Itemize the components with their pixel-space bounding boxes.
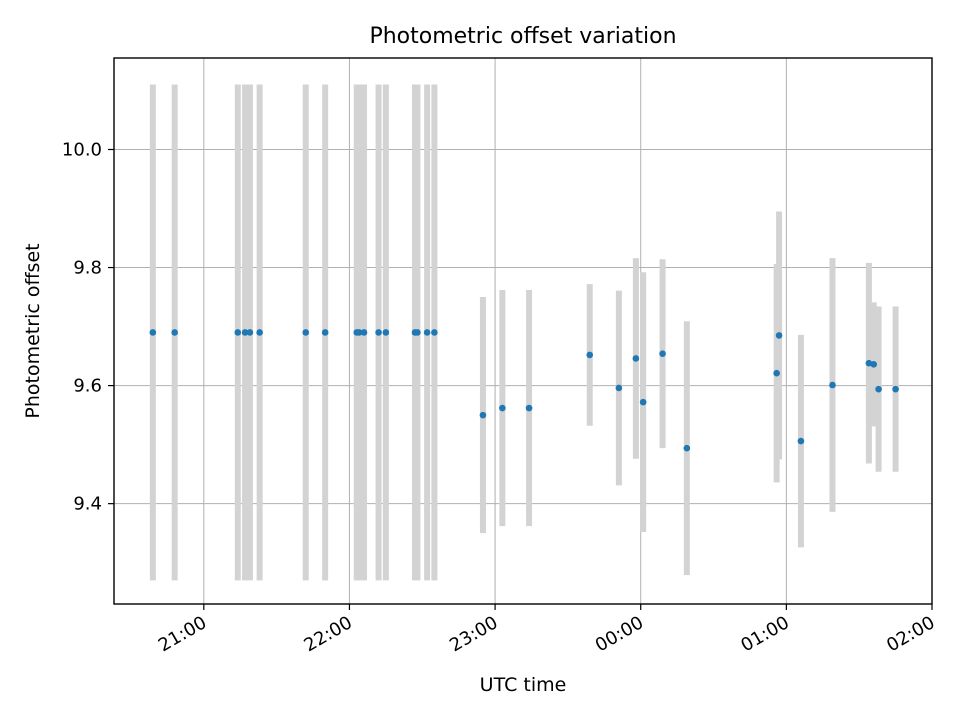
data-point <box>615 384 623 392</box>
data-point <box>639 398 647 406</box>
data-point <box>586 351 594 359</box>
x-tick-label: 01:00 <box>737 612 792 656</box>
data-point <box>797 437 805 445</box>
x-axis-label: UTC time <box>480 674 567 696</box>
plot-frame <box>113 57 933 605</box>
y-tick-label: 9.4 <box>73 494 102 515</box>
data-point <box>773 369 780 377</box>
data-point <box>234 329 242 336</box>
data-point <box>414 329 421 336</box>
data-point <box>355 329 363 336</box>
data-point <box>360 329 368 336</box>
data-point <box>423 329 431 336</box>
data-point <box>775 332 783 339</box>
data-point <box>382 329 390 336</box>
data-point <box>302 329 310 336</box>
data-point <box>870 361 878 368</box>
x-tick-label: 00:00 <box>592 612 647 656</box>
y-axis-label: Photometric offset <box>22 243 44 418</box>
data-point <box>246 329 254 336</box>
data-point <box>479 411 487 419</box>
data-point <box>321 329 329 336</box>
data-point <box>241 329 249 336</box>
data-point <box>171 329 178 336</box>
x-tick-label: 22:00 <box>301 612 356 656</box>
data-points <box>149 329 899 452</box>
data-point <box>149 329 157 336</box>
error-bars <box>149 84 899 581</box>
data-point <box>683 444 691 452</box>
data-point <box>499 404 506 412</box>
y-axis-ticks: 9.4 9.6 9.8 10.0 <box>62 139 114 515</box>
data-point <box>829 381 836 389</box>
data-point <box>659 350 666 358</box>
data-point <box>892 385 899 393</box>
x-tick-label: 02:00 <box>883 612 938 656</box>
x-tick-label: 21:00 <box>155 612 210 656</box>
y-tick-label: 10.0 <box>62 139 102 160</box>
x-tick-label: 23:00 <box>446 612 501 656</box>
data-point <box>256 329 263 336</box>
data-point <box>875 385 882 393</box>
data-point <box>632 355 640 362</box>
data-point <box>431 329 438 336</box>
data-point <box>375 329 382 336</box>
y-tick-label: 9.8 <box>73 258 102 279</box>
x-axis-ticks: 21:00 22:00 23:00 00:00 01:00 02:00 <box>155 604 939 656</box>
y-tick-label: 9.6 <box>73 376 102 397</box>
data-point <box>525 404 533 412</box>
chart-title: Photometric offset variation <box>369 24 676 49</box>
